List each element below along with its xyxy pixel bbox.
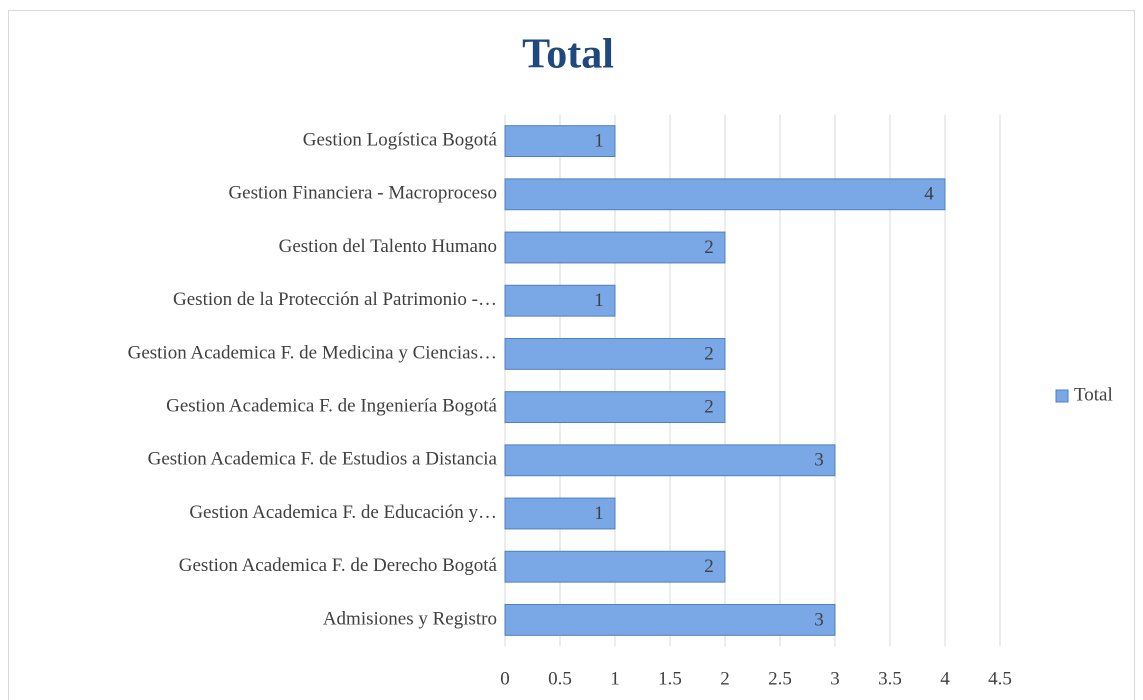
x-tick-label: 2.5 — [768, 668, 792, 689]
y-tick-label: Gestion del Talento Humano — [279, 236, 497, 257]
y-tick-label: Gestion Financiera - Macroproceso — [228, 183, 497, 204]
x-tick-label: 0 — [500, 668, 510, 689]
data-label: 2 — [704, 237, 714, 258]
bar — [504, 337, 726, 370]
y-tick-label: Gestion Logística Bogotá — [303, 129, 498, 150]
y-tick-label: Admisiones y Registro — [323, 608, 497, 629]
y-tick-label: Gestion Academica F. de Medicina y Cienc… — [128, 342, 497, 363]
bar — [504, 603, 836, 636]
data-label: 3 — [814, 609, 824, 630]
x-tick-label: 0.5 — [548, 668, 572, 689]
bar — [504, 178, 946, 211]
chart-title: Total — [522, 32, 614, 78]
bar — [504, 231, 726, 264]
y-tick-label: Gestion de la Protección al Patrimonio -… — [173, 289, 497, 310]
bar — [504, 444, 836, 477]
data-label: 1 — [594, 290, 604, 311]
x-tick-label: 2 — [720, 668, 730, 689]
x-tick-label: 3 — [830, 668, 840, 689]
x-tick-label: 3.5 — [878, 668, 902, 689]
bar — [504, 391, 726, 424]
bar — [504, 497, 616, 530]
y-tick-label: Gestion Academica F. de Educación y… — [189, 502, 497, 523]
y-tick-label: Gestion Academica F. de Estudios a Dista… — [148, 449, 498, 470]
y-tick-label: Gestion Academica F. de Derecho Bogotá — [179, 555, 498, 576]
x-tick-label: 4 — [940, 668, 950, 689]
data-label: 3 — [814, 450, 824, 471]
legend-swatch — [1055, 389, 1069, 403]
x-tick-label: 1.5 — [658, 668, 682, 689]
data-label: 1 — [594, 130, 604, 151]
data-label: 1 — [594, 503, 604, 524]
y-tick-label: Gestion Academica F. de Ingeniería Bogot… — [166, 395, 497, 416]
bar — [504, 550, 726, 583]
bar — [504, 125, 616, 158]
data-label: 2 — [704, 343, 714, 364]
legend-label: Total — [1074, 384, 1113, 405]
data-label: 2 — [704, 556, 714, 577]
data-label: 4 — [924, 184, 934, 205]
bar — [504, 284, 616, 317]
x-tick-label: 1 — [610, 668, 620, 689]
data-label: 2 — [704, 396, 714, 417]
x-tick-label: 4.5 — [988, 668, 1012, 689]
